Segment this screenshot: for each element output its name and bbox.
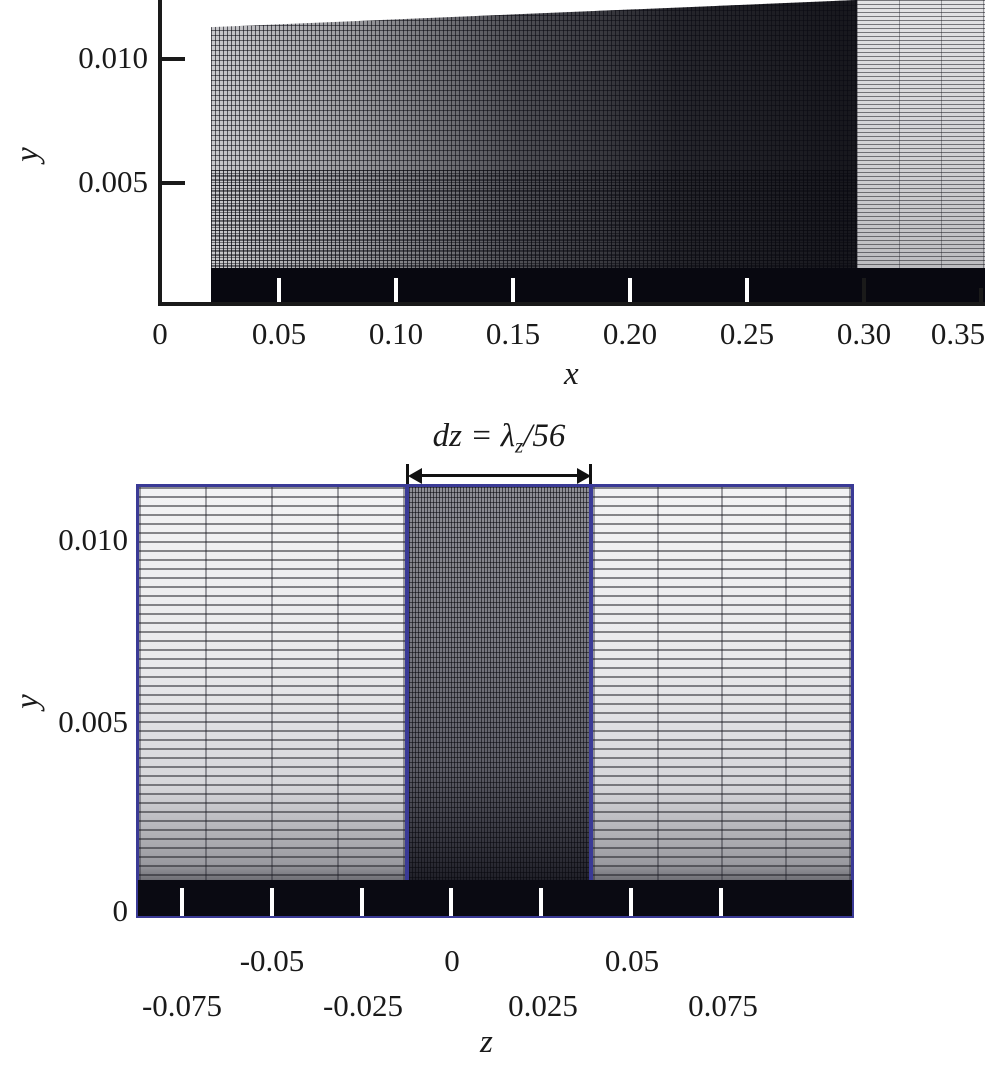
top-panel-x-tick-0.25: 0.25 (719, 316, 775, 351)
top-mesh-wall-band (211, 268, 985, 302)
bottom-panel-z-axis-label: z (480, 1024, 493, 1060)
top-panel-x-tick-0: 0 (152, 316, 168, 351)
bottom-panel-z-tick-minus0.075: -0.075 (141, 988, 223, 1023)
dz-arrow-head-right (577, 468, 591, 484)
dz-lambda: λ (500, 418, 516, 454)
top-panel-y-axis-label: y (9, 147, 46, 162)
bottom-panel-mesh (136, 484, 854, 918)
top-panel-y-tickmark-0.010 (160, 57, 185, 61)
top-panel-x-tick-0.10: 0.10 (368, 316, 424, 351)
dz-lambda-subscript: z (515, 433, 524, 458)
top-mesh-coarse-block (857, 0, 985, 302)
top-panel-x-tick-0.30: 0.30 (836, 316, 892, 351)
dz-lead: dz (432, 418, 462, 454)
dz-equals: = (461, 418, 501, 454)
dz-arrow-head-left (408, 468, 422, 484)
bottom-panel-z-tick-0: 0 (444, 943, 460, 978)
dz-arrow-left-cap (406, 464, 409, 490)
bottom-mesh-zone-center-refined (406, 484, 592, 918)
top-mesh-refined-block (211, 0, 857, 302)
bottom-mesh-zone-right-coarse (590, 484, 854, 918)
bottom-panel-z-tick-0.075: 0.075 (688, 988, 758, 1023)
bottom-mesh-wall-band (138, 880, 852, 916)
top-panel-y-axis-line (158, 0, 162, 306)
bottom-mesh-zone-left-coarse (136, 484, 408, 918)
top-panel-y-tick-0.005: 0.005 (78, 164, 148, 199)
bottom-panel-z-tick-minus0.025: -0.025 (322, 988, 404, 1023)
dz-annotation-text: dz = λz/56 (433, 418, 566, 459)
top-panel-mesh (160, 0, 985, 302)
top-panel-y-tick-0.010: 0.010 (78, 40, 148, 75)
bottom-panel-y-axis-label: y (9, 694, 46, 709)
top-panel-y-tickmark-0.005 (160, 181, 185, 185)
dz-divisor: /56 (523, 418, 566, 454)
top-panel-x-axis-label: x (564, 356, 579, 392)
bottom-panel-y-tick-0: 0 (112, 893, 129, 928)
top-panel-x-tick-0.20: 0.20 (602, 316, 658, 351)
bottom-panel-z-tick-minus0.05: -0.05 (239, 943, 305, 978)
top-panel-x-tick-0.35: 0.35 (930, 316, 986, 351)
top-panel-x-tick-0.15: 0.15 (485, 316, 541, 351)
bottom-panel-y-tick-0.010: 0.010 (58, 522, 128, 557)
bottom-panel-z-tick-0.05: 0.05 (604, 943, 660, 978)
bottom-panel-z-tick-0.025: 0.025 (508, 988, 578, 1023)
bottom-panel-z-tickmarks (136, 888, 854, 916)
top-panel-x-tickmarks (160, 278, 985, 302)
bottom-panel-y-tick-0.005: 0.005 (58, 704, 128, 739)
top-panel-x-tick-0.05: 0.05 (251, 316, 307, 351)
dz-arrow-line (412, 474, 587, 477)
top-panel-x-axis-line (158, 302, 985, 306)
